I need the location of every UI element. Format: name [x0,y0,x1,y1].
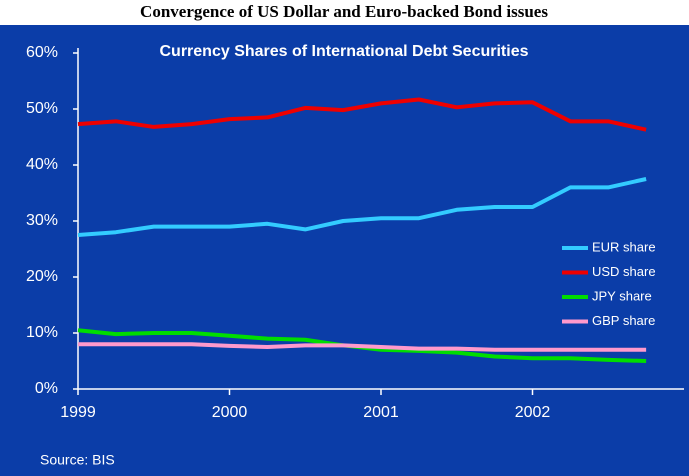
legend-label: EUR share [592,239,656,254]
x-tick-label: 2001 [363,404,399,421]
y-tick-label: 0% [35,380,58,397]
y-tick-label: 40% [26,156,58,173]
series-line [77,97,647,132]
y-tick-label: 20% [26,268,58,285]
y-tick-label: 60% [26,44,58,61]
chart-subtitle: Currency Shares of International Debt Se… [160,43,529,60]
y-tick-label: 30% [26,212,58,229]
y-tick-label: 50% [26,100,58,117]
legend-label: GBP share [592,313,655,328]
series-line [77,177,647,237]
chart-title: Convergence of US Dollar and Euro-backed… [140,2,548,21]
panel [0,25,689,476]
x-tick-label: 1999 [60,404,96,421]
series-line [78,342,647,352]
y-tick-label: 10% [26,324,58,341]
x-tick-label: 2002 [515,404,551,421]
x-tick-label: 2000 [212,404,248,421]
source: Source: BIS [40,452,115,468]
legend-label: JPY share [592,288,652,303]
legend-label: USD share [592,264,656,279]
